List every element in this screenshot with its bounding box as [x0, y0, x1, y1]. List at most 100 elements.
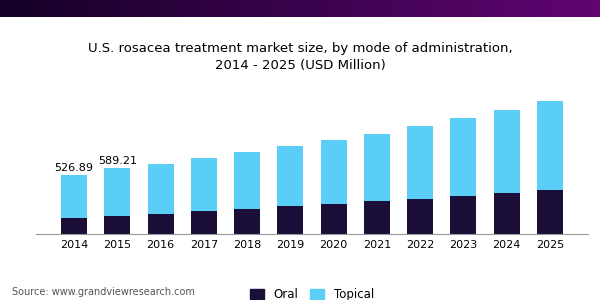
Bar: [176, 0, 179, 16]
Bar: [356, 0, 359, 16]
Bar: [558, 0, 560, 16]
Bar: [110, 0, 113, 16]
Bar: [554, 0, 557, 16]
Bar: [61, 218, 87, 234]
Bar: [138, 0, 140, 16]
Bar: [364, 202, 390, 234]
Bar: [266, 0, 269, 16]
Bar: [484, 0, 487, 16]
Bar: [8, 0, 11, 16]
Bar: [518, 0, 521, 16]
Bar: [580, 0, 583, 16]
Bar: [224, 0, 227, 16]
Bar: [544, 0, 547, 16]
Bar: [150, 0, 152, 16]
Bar: [90, 0, 92, 16]
Bar: [70, 0, 73, 16]
Bar: [382, 0, 385, 16]
Bar: [78, 0, 80, 16]
Bar: [40, 0, 43, 16]
Bar: [102, 0, 104, 16]
Bar: [352, 0, 355, 16]
Bar: [318, 0, 320, 16]
Bar: [482, 0, 485, 16]
Bar: [562, 0, 565, 16]
Bar: [124, 0, 127, 16]
Bar: [292, 0, 295, 16]
Bar: [162, 0, 164, 16]
Bar: [288, 0, 290, 16]
Bar: [10, 0, 13, 16]
Bar: [72, 0, 74, 16]
Bar: [172, 0, 175, 16]
Bar: [540, 0, 542, 16]
Bar: [560, 0, 563, 16]
Bar: [448, 0, 451, 16]
Bar: [462, 0, 464, 16]
Bar: [592, 0, 595, 16]
Bar: [60, 0, 62, 16]
Bar: [108, 0, 110, 16]
Bar: [370, 0, 373, 16]
Bar: [142, 0, 145, 16]
Bar: [350, 0, 353, 16]
Bar: [270, 0, 272, 16]
Bar: [407, 126, 433, 199]
Bar: [277, 146, 304, 206]
Bar: [286, 0, 289, 16]
Bar: [346, 0, 349, 16]
Bar: [548, 0, 551, 16]
Bar: [490, 0, 493, 16]
Bar: [112, 0, 115, 16]
Bar: [344, 0, 347, 16]
Bar: [340, 0, 343, 16]
Bar: [196, 0, 199, 16]
Bar: [494, 193, 520, 234]
Bar: [262, 0, 265, 16]
Bar: [194, 0, 197, 16]
Bar: [232, 0, 235, 16]
Bar: [22, 0, 25, 16]
Bar: [126, 0, 128, 16]
Bar: [537, 101, 563, 190]
Bar: [154, 0, 157, 16]
Bar: [0, 0, 2, 16]
Bar: [148, 0, 151, 16]
Bar: [214, 0, 217, 16]
Bar: [2, 0, 5, 16]
Bar: [402, 0, 404, 16]
Bar: [234, 209, 260, 234]
Bar: [152, 0, 155, 16]
Bar: [442, 0, 445, 16]
Bar: [474, 0, 476, 16]
Bar: [74, 0, 77, 16]
Bar: [80, 0, 83, 16]
Bar: [216, 0, 218, 16]
Bar: [54, 0, 56, 16]
Bar: [444, 0, 446, 16]
Bar: [230, 0, 233, 16]
Bar: [282, 0, 284, 16]
Bar: [362, 0, 365, 16]
Bar: [34, 0, 37, 16]
Bar: [584, 0, 587, 16]
Bar: [320, 140, 347, 204]
Bar: [158, 0, 161, 16]
Bar: [416, 0, 419, 16]
Bar: [264, 0, 266, 16]
Bar: [534, 0, 536, 16]
Bar: [86, 0, 89, 16]
Bar: [248, 0, 251, 16]
Bar: [298, 0, 301, 16]
Bar: [564, 0, 566, 16]
Bar: [174, 0, 176, 16]
Bar: [52, 0, 55, 16]
Bar: [506, 0, 509, 16]
Bar: [300, 0, 302, 16]
Bar: [64, 0, 67, 16]
Bar: [140, 0, 143, 16]
Bar: [468, 0, 470, 16]
Bar: [118, 0, 121, 16]
Bar: [236, 0, 239, 16]
Bar: [492, 0, 494, 16]
